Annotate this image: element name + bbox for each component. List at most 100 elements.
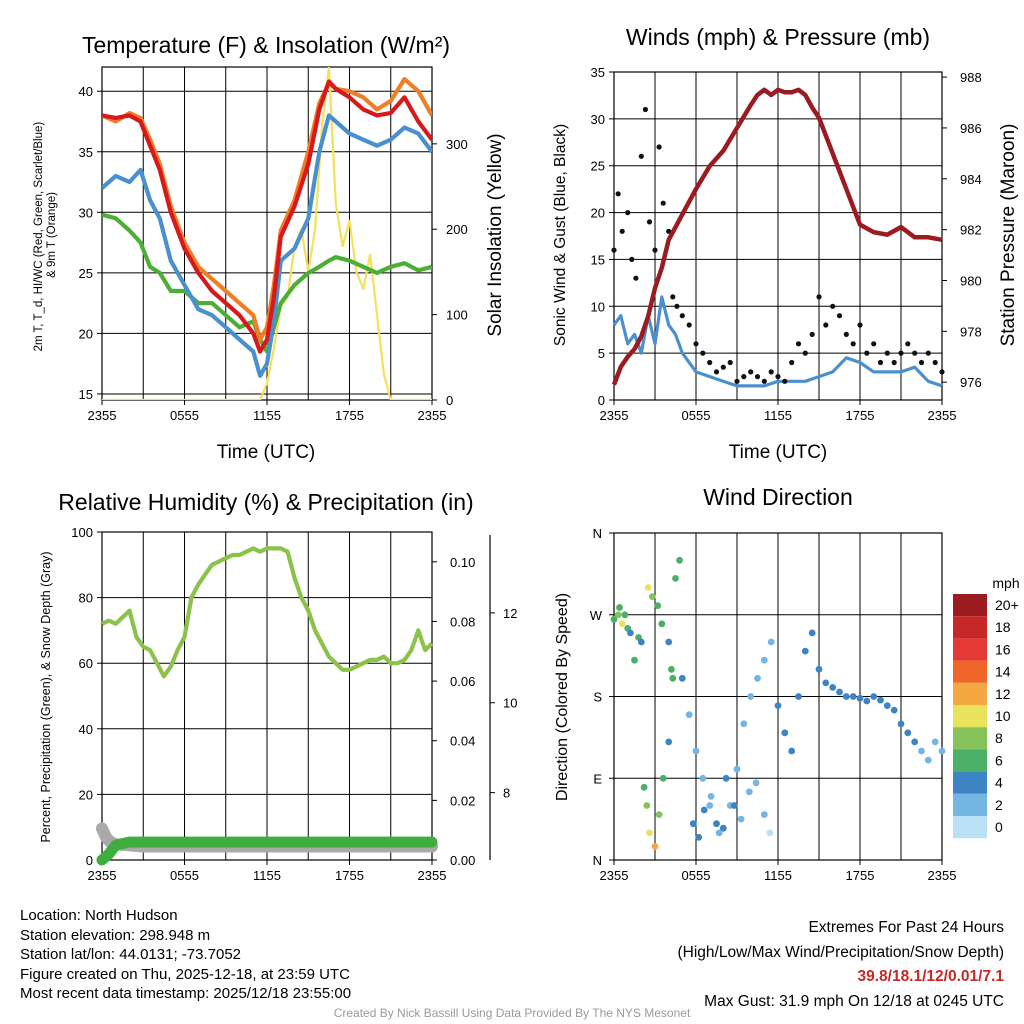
pressure-ytick-label: 982: [960, 223, 982, 238]
direction-point: [822, 679, 830, 687]
temp-xtick-label: 1155: [253, 408, 281, 423]
station-location: Location: North Hudson: [20, 907, 178, 924]
wind-direction-panel: Wind Direction Direction (Colored By Spe…: [554, 484, 1020, 883]
legend-label: 6: [995, 752, 1003, 768]
direction-point: [808, 629, 816, 637]
temp-ytick-label: 20: [79, 326, 93, 341]
humidity-ytick-label: 100: [71, 525, 93, 540]
insolation-ytick-label: 0: [446, 393, 453, 408]
gust-point: [741, 374, 747, 380]
wind-direction-title: Wind Direction: [703, 484, 853, 510]
direction-ytick-label: E: [593, 771, 602, 786]
gust-point: [823, 322, 829, 328]
precip-ytick-label: 0.06: [450, 674, 475, 689]
gust-point: [748, 369, 754, 375]
direction-point: [654, 602, 662, 610]
relative-humidity-line: [101, 546, 434, 679]
direction-point: [719, 824, 727, 832]
direction-xtick-label: 0555: [682, 868, 711, 883]
gust-point: [754, 374, 761, 380]
winds-xtick-label: 1155: [764, 408, 792, 423]
direction-point: [754, 674, 761, 682]
direction-xtick-label: 2355: [600, 868, 629, 883]
precip-ytick-label: 0.02: [450, 793, 475, 808]
legend-swatch: [953, 660, 987, 683]
legend-label: 20+: [995, 597, 1019, 613]
gust-point: [871, 341, 877, 347]
temperature-ylabel-line2: & 9m T (Orange): [46, 192, 58, 278]
direction-point: [610, 615, 618, 623]
humidity-xtick-label: 2355: [88, 868, 117, 883]
gust-point: [652, 247, 658, 253]
gust-point: [666, 228, 672, 234]
snow-ytick-label: 10: [503, 696, 517, 711]
direction-point: [668, 665, 675, 673]
direction-point: [655, 811, 663, 818]
winds-title: Winds (mph) & Pressure (mb): [626, 24, 930, 50]
direction-point: [659, 774, 667, 782]
direction-point: [643, 802, 651, 809]
temp-series-solar-insolation: [102, 67, 432, 400]
gust-point: [660, 200, 666, 206]
humidity-xtick-label: 2355: [418, 868, 447, 883]
winds-ylabel: Sonic Wind & Gust (Blue, Black): [552, 124, 569, 346]
gust-point: [918, 359, 925, 366]
legend-swatch: [953, 638, 987, 661]
direction-point: [745, 788, 753, 796]
extremes-box: Extremes For Past 24 Hours (High/Low/Max…: [678, 916, 1005, 1014]
direction-point: [788, 747, 796, 755]
legend-label: 8: [995, 730, 1003, 746]
gust-point: [857, 322, 863, 328]
direction-point: [695, 833, 703, 841]
gust-point: [615, 191, 621, 197]
direction-point: [621, 611, 629, 619]
humidity-xtick-label: 0555: [170, 868, 199, 883]
temperature-ylabel-line1: 2m T, T_d, HI/WC (Red, Green, Scarlet/Bl…: [33, 122, 45, 352]
direction-point: [856, 694, 864, 702]
gust-point: [642, 106, 649, 113]
insolation-ytick-label: 200: [446, 222, 468, 237]
precip-ytick-label: 0.08: [450, 614, 475, 629]
winds-panel: Winds (mph) & Pressure (mb) Time (UTC) S…: [552, 24, 1019, 463]
station-elevation: Station elevation: 298.948 m: [20, 926, 211, 944]
legend-label: 4: [995, 775, 1003, 791]
temp-xtick-label: 1755: [335, 408, 364, 423]
direction-point: [849, 693, 857, 700]
direction-point: [897, 720, 905, 728]
direction-point: [836, 688, 843, 696]
direction-point: [644, 584, 652, 591]
temp-xtick-label: 2355: [418, 408, 447, 423]
gust-point: [625, 210, 631, 216]
direction-point: [631, 656, 638, 664]
direction-point: [672, 575, 679, 582]
direction-point: [699, 774, 707, 782]
direction-point: [640, 783, 648, 791]
direction-point: [924, 756, 932, 764]
gust-point: [768, 369, 774, 375]
gust-point: [713, 369, 720, 375]
direction-point: [883, 702, 891, 709]
winds-ytick-label: 25: [591, 159, 605, 174]
direction-point: [801, 647, 809, 655]
gust-point: [656, 144, 662, 150]
winds-ytick-label: 30: [591, 112, 605, 127]
direction-point: [646, 829, 653, 837]
direction-xtick-label: 1155: [764, 868, 792, 883]
winds-ytick-label: 20: [591, 206, 605, 221]
winds-ytick-label: 10: [591, 299, 605, 314]
direction-ytick-label: W: [590, 608, 603, 623]
wind-direction-ylabel: Direction (Colored By Speed): [554, 593, 571, 801]
direction-ytick-label: S: [593, 690, 602, 705]
direction-point: [890, 706, 898, 714]
legend-label: 2: [995, 797, 1003, 813]
temperature-panel: Temperature (F) & Insolation (W/m²) Time…: [33, 32, 506, 463]
direction-point: [665, 638, 673, 646]
figure-created: Figure created on Thu, 2025-12-18, at 23…: [20, 965, 350, 983]
temp-ytick-label: 35: [79, 145, 93, 160]
gust-point: [646, 219, 653, 225]
direction-point: [815, 665, 823, 673]
humidity-ylabel: Percent, Precipitation (Green), & Snow D…: [39, 551, 53, 842]
temp-ytick-label: 40: [79, 84, 93, 99]
direction-point: [870, 693, 878, 700]
